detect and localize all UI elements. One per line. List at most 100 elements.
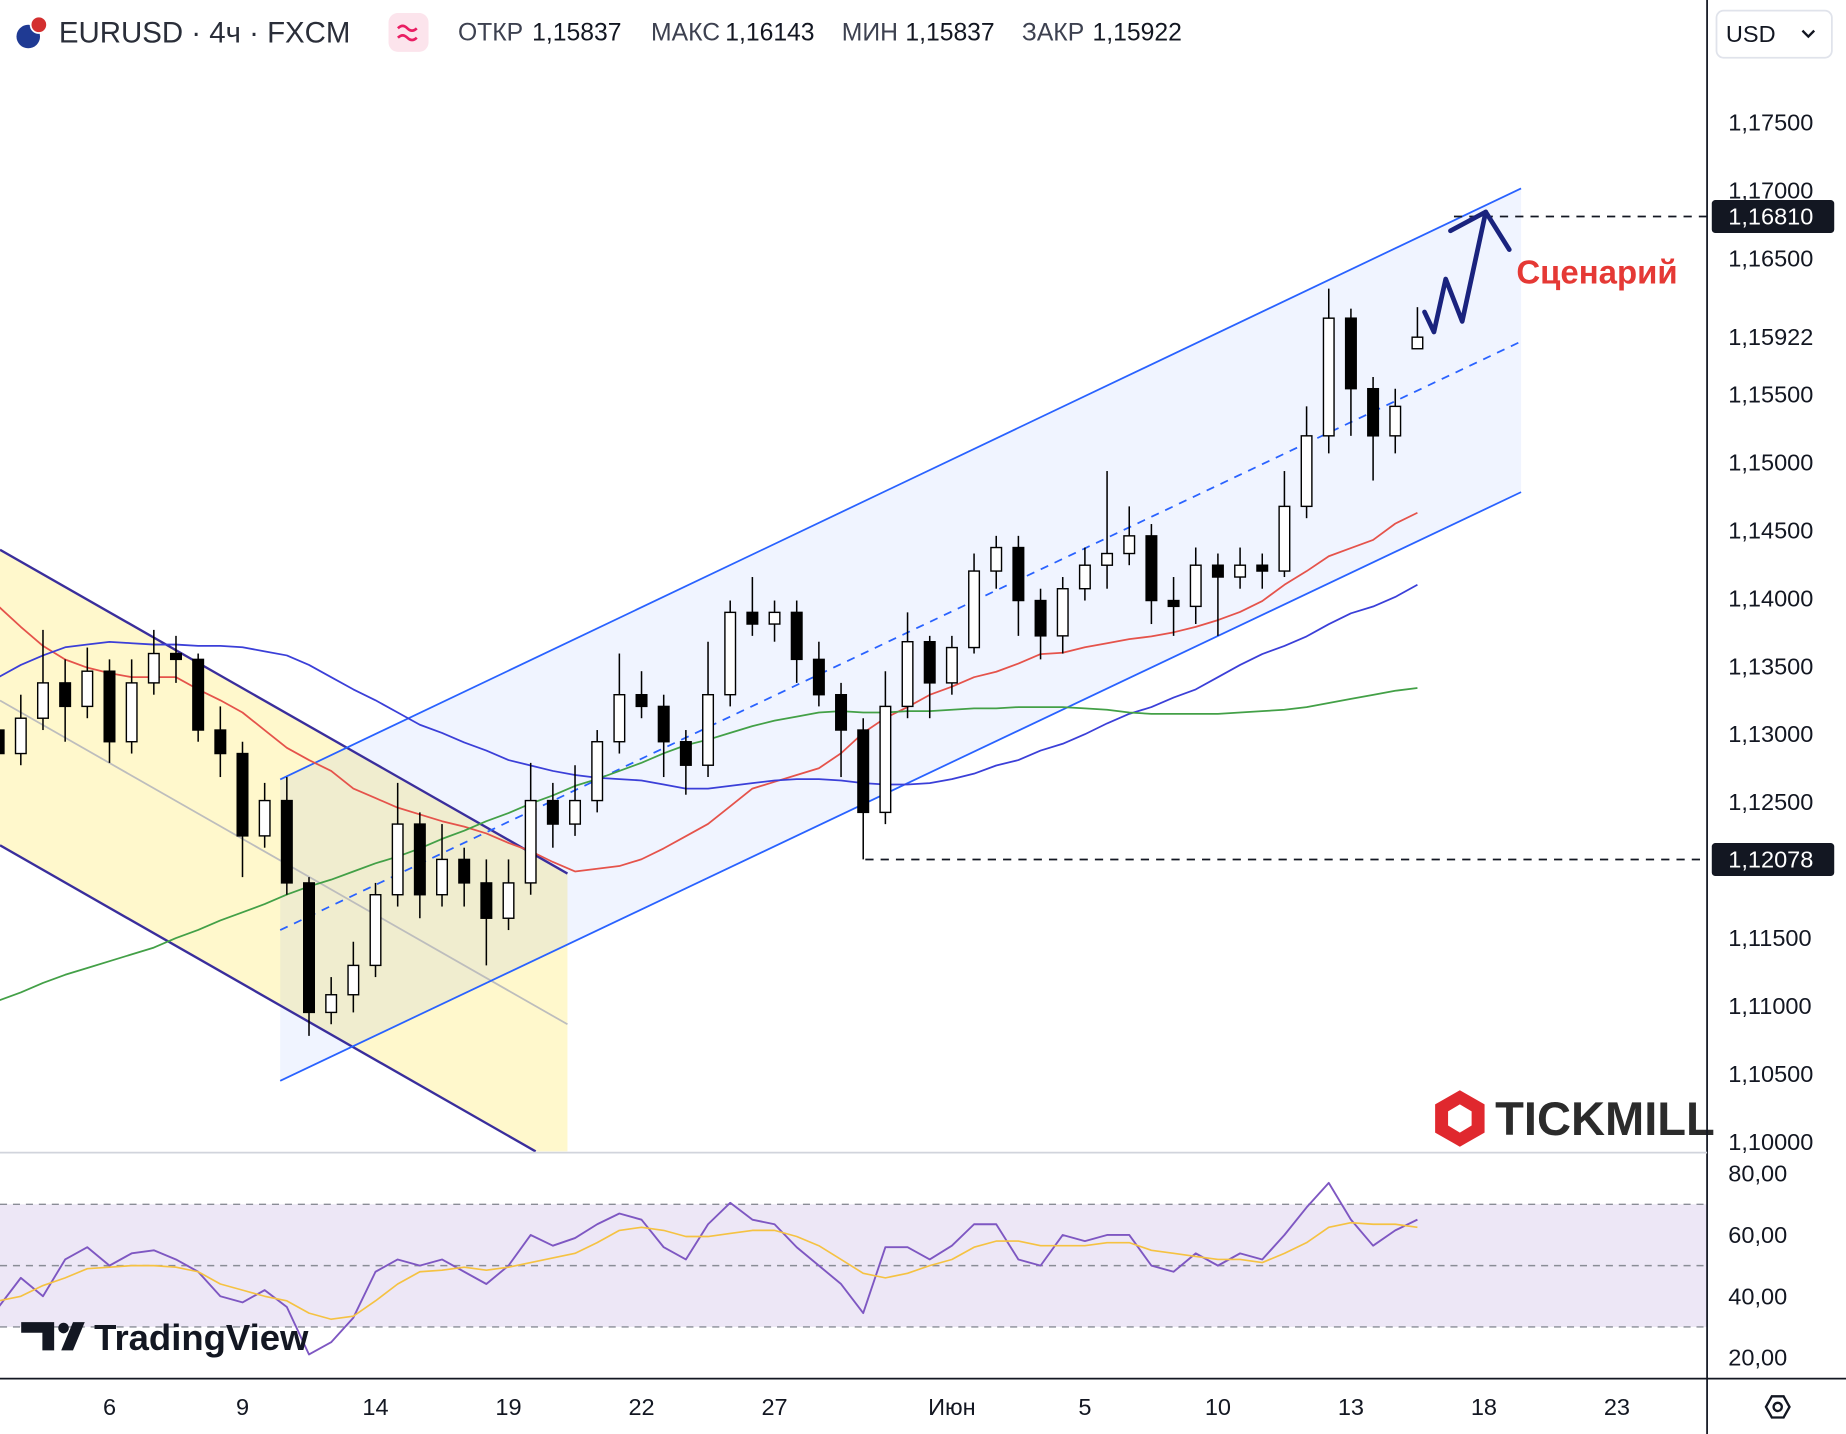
candle-body — [458, 858, 471, 884]
candle-body — [0, 729, 5, 755]
y-tick-label: 1,13500 — [1728, 653, 1813, 679]
x-tick-label: 5 — [1078, 1394, 1091, 1420]
x-tick-label: 10 — [1205, 1394, 1231, 1420]
y-tick-label: 1,14000 — [1728, 585, 1813, 611]
candle-body — [968, 570, 981, 649]
candle-body — [1034, 599, 1047, 637]
tradingview-icon-dot — [58, 1322, 69, 1334]
data-marks: 1,10000 1,10500 1,11000 1,11500 1,12500 1,130… — [0, 110, 1835, 1420]
last-price-label: 1,15922 — [1728, 324, 1813, 350]
candle-body — [1300, 435, 1313, 508]
tradingview-wordmark: TradingView — [94, 1317, 309, 1358]
candle-body — [258, 799, 271, 837]
candle-body — [347, 964, 360, 996]
candle-body — [1411, 336, 1424, 350]
candle-body — [1101, 552, 1114, 566]
y-tick-label: 1,14500 — [1728, 517, 1813, 543]
settings-icon-center[interactable] — [1772, 1401, 1784, 1413]
currency-button[interactable] — [1715, 9, 1833, 59]
ohlc-value: 1,15837 — [532, 19, 621, 46]
candle-body — [1078, 564, 1091, 590]
x-tick-label: 13 — [1338, 1394, 1364, 1420]
candle-body — [1322, 317, 1335, 437]
candle-body — [413, 823, 426, 896]
down-channel-upper — [0, 548, 569, 875]
candle-body — [812, 658, 825, 696]
candle-body — [14, 717, 27, 755]
ohlc-value: 1,16143 — [725, 19, 814, 46]
x-tick-label: 18 — [1471, 1394, 1497, 1420]
candle-body — [613, 693, 626, 743]
candle-body — [236, 752, 249, 837]
tickmill-wordmark: TICKMILL — [1495, 1092, 1715, 1145]
y-tick-label: 1,15000 — [1728, 449, 1813, 475]
candle-body — [857, 729, 870, 814]
candle-body — [1234, 564, 1247, 578]
symbol-icon-us — [29, 15, 48, 34]
tickmill-icon-inner — [1448, 1104, 1472, 1133]
y-tick-label: 1,17500 — [1728, 110, 1813, 136]
candle-body — [36, 682, 49, 719]
tradingview-icon-slash — [61, 1322, 85, 1351]
status-badge — [388, 12, 429, 52]
candle-body — [325, 994, 338, 1014]
x-tick-label: 23 — [1604, 1394, 1630, 1420]
candle-body — [436, 858, 449, 896]
candle-body — [214, 729, 227, 755]
candle-body — [790, 611, 803, 661]
symbol-title: EURUSD · 4ч · FXCM — [59, 16, 351, 49]
down-channel-lower — [0, 844, 537, 1153]
candle-body — [192, 658, 205, 731]
candle-body — [1367, 387, 1380, 437]
settings-button[interactable] — [1764, 1395, 1791, 1419]
price-level-label: 1,12078 — [1728, 847, 1813, 873]
header: EURUSD · 4ч · FXCM ОТКР 1,15837 МАКС 1,1… — [16, 12, 1182, 52]
candle-body — [1189, 564, 1202, 608]
rsi-tick-label: 40,00 — [1728, 1283, 1787, 1309]
candle-body — [103, 670, 116, 743]
y-tick-label: 1,12500 — [1728, 789, 1813, 815]
candle-body — [1211, 564, 1224, 578]
candle-body — [990, 546, 1003, 572]
settings-icon[interactable] — [1764, 1395, 1791, 1419]
dropdown-chevron[interactable] — [1801, 29, 1816, 39]
ohlc-label: МАКС — [651, 19, 720, 46]
candle-body — [1278, 505, 1291, 572]
candle-body — [59, 682, 72, 708]
candle-body — [1123, 535, 1136, 555]
candle-body — [945, 646, 958, 684]
price-level-tag — [1711, 200, 1835, 234]
currency-dropdown[interactable]: USD — [1715, 9, 1833, 59]
moving-average — [0, 584, 1418, 790]
y-tick-label: 1,13000 — [1728, 721, 1813, 747]
y-tick-label: 1,17000 — [1728, 178, 1813, 204]
rsi-tick-label: 60,00 — [1728, 1222, 1787, 1248]
rsi-tick-label: 20,00 — [1728, 1345, 1787, 1371]
currency-label[interactable]: USD — [1726, 21, 1776, 47]
x-tick-label: 14 — [362, 1394, 388, 1420]
y-tick-label: 1,10500 — [1728, 1061, 1813, 1087]
candle-body — [125, 682, 138, 743]
y-tick-label: 1,15500 — [1728, 382, 1813, 408]
moving-average — [0, 511, 1418, 873]
candle-body — [524, 799, 537, 884]
candle-body — [746, 611, 759, 625]
x-tick-label: 22 — [628, 1394, 654, 1420]
candle-body — [635, 693, 648, 708]
candle-body — [480, 882, 493, 919]
tradingview-icon — [21, 1322, 55, 1351]
x-tick-label: Июн — [928, 1394, 976, 1420]
up-channel-lower — [279, 491, 1522, 1082]
candle-body — [546, 799, 559, 825]
candle-body — [724, 611, 737, 696]
x-tick-label: 19 — [495, 1394, 521, 1420]
up-channel-upper — [279, 187, 1522, 781]
candle-body — [303, 882, 316, 1014]
y-tick-label: 1,11500 — [1728, 925, 1811, 951]
price-level-label: 1,16810 — [1728, 204, 1813, 230]
rsi-line — [0, 1181, 1418, 1356]
candle-body — [702, 693, 715, 766]
rsi-tick-label: 80,00 — [1728, 1161, 1787, 1187]
